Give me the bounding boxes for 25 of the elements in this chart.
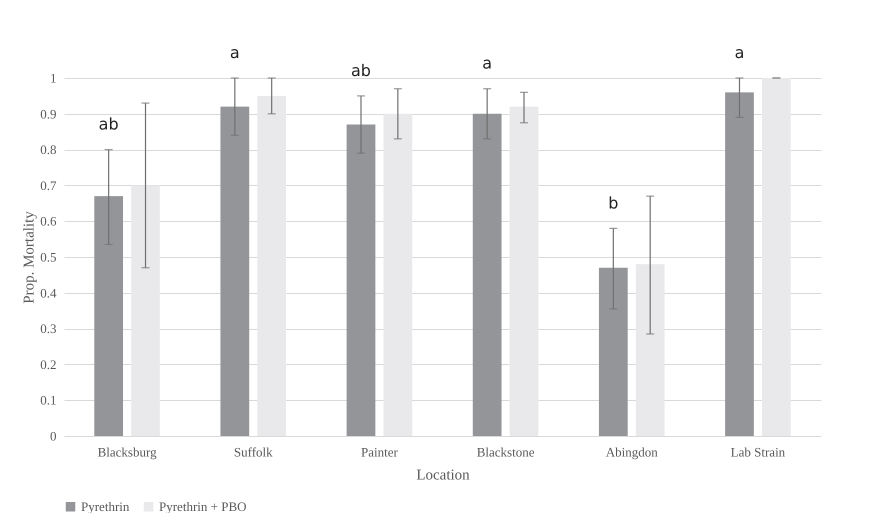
annotation: ab bbox=[351, 60, 371, 80]
y-tick-label: 0.8 bbox=[40, 142, 56, 158]
x-tick-label: Suffolk bbox=[234, 444, 274, 460]
text: a bbox=[230, 43, 240, 62]
y-tick-label: 0.6 bbox=[40, 214, 57, 229]
x-tick-label: Blacksburg bbox=[98, 444, 158, 460]
annotation: ab bbox=[98, 114, 119, 134]
y-tick-label: 0.2 bbox=[40, 356, 56, 372]
y-tick-label: 0.4 bbox=[40, 285, 57, 300]
x-tick-label: Painter bbox=[361, 444, 398, 460]
annotation: b bbox=[608, 193, 618, 212]
y-tick-label: 1 bbox=[50, 70, 56, 86]
x-tick-label: Blackstone bbox=[476, 444, 535, 460]
y-tick-label: 0.1 bbox=[40, 392, 56, 408]
x-tick-label: Lab Strain bbox=[730, 444, 786, 460]
x-tick-label: Abingdon bbox=[606, 444, 658, 460]
text: a bbox=[482, 54, 492, 73]
text: a bbox=[734, 43, 744, 62]
y-tick-label: 0 bbox=[50, 428, 56, 444]
y-tick-label: 0.5 bbox=[40, 250, 56, 264]
y-axis-title: Prop. Mortality bbox=[21, 210, 38, 304]
x-axis-title: Location bbox=[416, 468, 470, 484]
y-tick-label: 0.3 bbox=[40, 321, 56, 336]
y-tick-label: 0.9 bbox=[40, 106, 56, 122]
y-tick-label: 0.7 bbox=[40, 178, 57, 193]
